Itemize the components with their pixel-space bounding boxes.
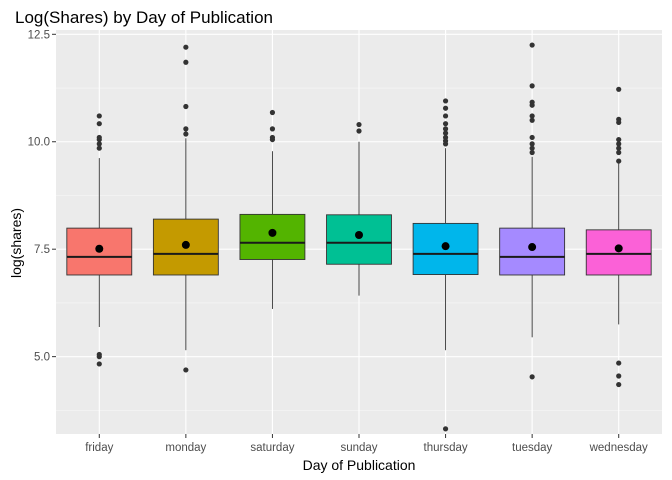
boxplot-monday — [152, 44, 219, 373]
outlier-point — [183, 126, 189, 132]
x-tick-label: sunday — [340, 442, 377, 454]
outlier-point — [616, 373, 622, 379]
x-tick-label: tuesday — [512, 442, 553, 454]
outlier-point — [183, 103, 189, 110]
box — [326, 214, 392, 265]
x-tick-label: friday — [85, 442, 113, 454]
mean-point — [614, 244, 623, 253]
box — [499, 227, 566, 276]
outlier-point — [529, 141, 535, 147]
outlier-point — [442, 121, 449, 127]
outlier-point — [616, 158, 622, 164]
outlier-point — [616, 86, 622, 92]
outlier-point — [442, 130, 449, 136]
outlier-point — [529, 149, 535, 156]
x-tick-label: monday — [165, 442, 206, 454]
outlier-point — [616, 381, 622, 388]
outlier-point — [183, 367, 189, 373]
mean-point — [95, 244, 104, 253]
boxplot-saturday — [239, 109, 306, 309]
boxplot-friday — [66, 113, 133, 367]
mean-point — [181, 240, 190, 249]
y-tick-label: 5.0 — [34, 352, 50, 364]
outlier-point — [529, 134, 535, 141]
outlier-point — [442, 98, 449, 104]
box — [239, 213, 306, 260]
outlier-point — [529, 83, 535, 89]
outlier-point — [442, 426, 449, 432]
outlier-point — [356, 121, 362, 128]
outlier-point — [183, 131, 189, 137]
mean-point — [441, 242, 450, 251]
outlier-point — [616, 141, 622, 147]
outlier-point — [442, 105, 449, 111]
outlier-point — [269, 136, 276, 143]
outlier-point — [96, 354, 102, 360]
outlier-point — [616, 136, 622, 143]
y-tick-label: 7.5 — [34, 244, 50, 256]
boxplot-sunday — [326, 121, 392, 296]
y-axis-title: log(shares) — [8, 208, 24, 278]
mean-point — [528, 243, 537, 252]
box — [412, 222, 479, 275]
outlier-point — [529, 117, 535, 123]
outlier-point — [96, 145, 102, 151]
y-tick-label: 10.0 — [28, 137, 50, 149]
outlier-point — [96, 141, 102, 147]
outlier-point — [616, 149, 622, 156]
x-axis: friday monday saturday sunday thursday tuesda… — [85, 434, 648, 454]
boxplots — [66, 42, 652, 432]
outlier-point — [183, 44, 189, 50]
chart-title: Log(Shares) by Day of Publication — [15, 8, 273, 27]
mean-point — [268, 228, 277, 237]
y-tick-label: 12.5 — [28, 29, 50, 41]
box — [585, 229, 652, 276]
boxplot-wednesday — [585, 86, 652, 388]
outlier-point — [616, 119, 622, 126]
boxplot-thursday — [412, 98, 479, 432]
mean-point — [355, 231, 363, 240]
outlier-point — [529, 42, 535, 48]
outlier-point — [96, 113, 102, 119]
outlier-point — [529, 374, 535, 380]
outlier-point — [442, 113, 449, 119]
outlier-point — [96, 121, 102, 127]
outlier-point — [96, 361, 102, 367]
outlier-point — [442, 126, 449, 132]
x-tick-label: thursday — [424, 442, 468, 454]
outlier-point — [616, 360, 622, 366]
outlier-point — [269, 109, 276, 116]
x-tick-label: wednesday — [589, 442, 648, 454]
outlier-point — [529, 145, 535, 151]
outlier-point — [442, 141, 449, 147]
x-tick-label: saturday — [250, 442, 294, 454]
outlier-point — [529, 102, 535, 108]
boxplot-tuesday — [499, 42, 566, 380]
y-axis: 5.0 7.5 10.0 12.5 — [28, 29, 56, 364]
outlier-point — [96, 136, 102, 143]
outlier-point — [616, 145, 622, 151]
x-axis-title: Day of Publication — [303, 457, 416, 473]
outlier-point — [529, 113, 535, 119]
outlier-point — [269, 126, 276, 132]
outlier-point — [356, 128, 362, 134]
outlier-point — [183, 59, 189, 65]
